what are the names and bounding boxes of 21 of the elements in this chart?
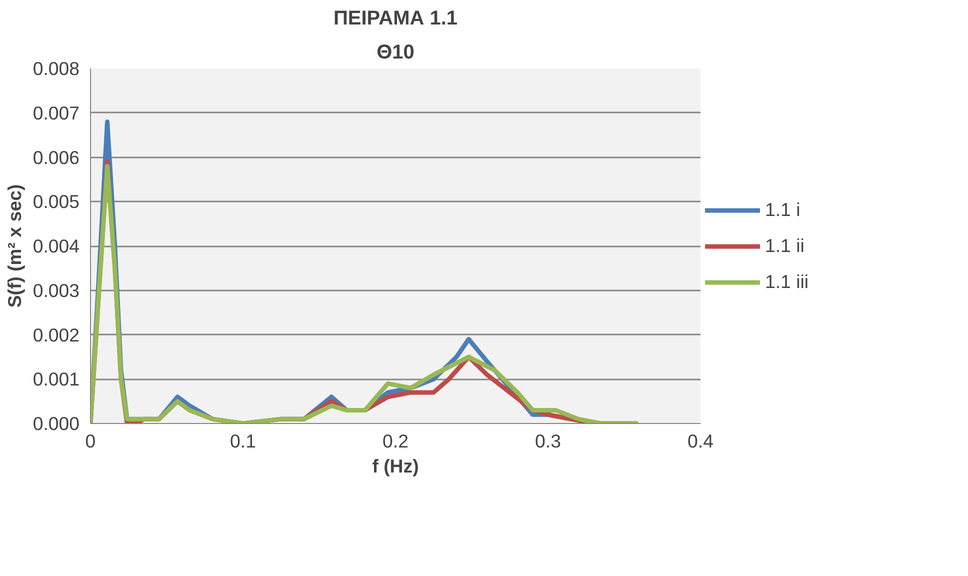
y-tick-label: 0.001 — [32, 368, 80, 390]
y-axis-title: S(f) (m² x sec) — [4, 184, 25, 308]
legend-label: 1.1 ii — [765, 234, 804, 256]
legend-label: 1.1 i — [765, 198, 800, 220]
x-tick-label: 0.3 — [535, 430, 561, 452]
x-tick-label: 0.1 — [230, 430, 256, 452]
y-tick-label: 0.008 — [32, 58, 80, 79]
y-tick-label: 0.002 — [32, 324, 80, 346]
y-tick-label: 0.005 — [32, 191, 80, 212]
x-tick-label: 0 — [85, 430, 96, 452]
x-tick-label: 0.2 — [382, 430, 408, 452]
y-tick-label: 0.004 — [32, 236, 80, 256]
chart-subtitle: Θ10 — [376, 42, 414, 64]
y-tick-label: 0.007 — [32, 102, 80, 124]
x-tick-label: 0.4 — [688, 430, 714, 452]
y-tick-label: 0.006 — [32, 146, 80, 168]
y-tick-label: 0.000 — [32, 413, 80, 434]
x-axis-title: f (Hz) — [372, 456, 419, 476]
legend-label: 1.1 iii — [765, 270, 809, 292]
y-tick-label: 0.003 — [32, 280, 80, 301]
chart-title: ΠΕΙΡΑΜΑ 1.1 — [333, 8, 458, 30]
